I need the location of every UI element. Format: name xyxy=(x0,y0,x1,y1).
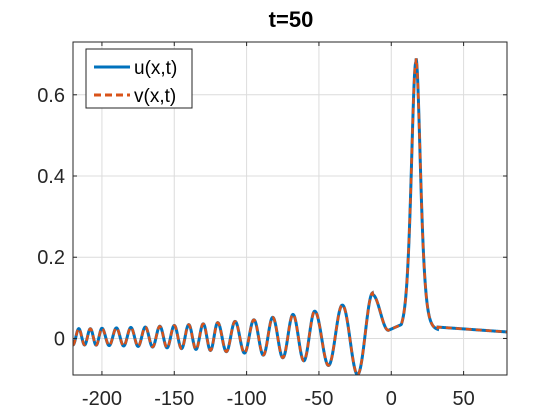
legend-label-u: u(x,t) xyxy=(134,58,177,79)
x-tick-label: -200 xyxy=(82,388,122,410)
y-tick-label: 0.2 xyxy=(37,247,65,269)
x-tick-label: -150 xyxy=(154,388,194,410)
legend: u(x,t) v(x,t) xyxy=(85,48,193,109)
y-grid xyxy=(73,94,507,339)
axes-box xyxy=(72,41,508,376)
axis-ticks xyxy=(73,42,507,375)
x-tick-label: 50 xyxy=(452,388,474,410)
series-layer xyxy=(73,58,507,375)
y-tick-label: 0.4 xyxy=(37,166,65,188)
x-tick-label: 0 xyxy=(386,388,397,410)
series-u-line xyxy=(73,58,507,375)
x-tick-labels: -200 -150 -100 -50 0 50 xyxy=(82,388,475,410)
y-tick-label: 0.6 xyxy=(37,85,65,107)
legend-label-v: v(x,t) xyxy=(134,86,176,107)
y-tick-label: 0 xyxy=(54,328,65,350)
chart-title: t=50 xyxy=(269,7,314,32)
x-tick-label: -50 xyxy=(304,388,333,410)
x-tick-label: -100 xyxy=(227,388,267,410)
y-tick-labels: 0 0.2 0.4 0.6 xyxy=(37,85,65,351)
legend-box xyxy=(85,48,193,109)
